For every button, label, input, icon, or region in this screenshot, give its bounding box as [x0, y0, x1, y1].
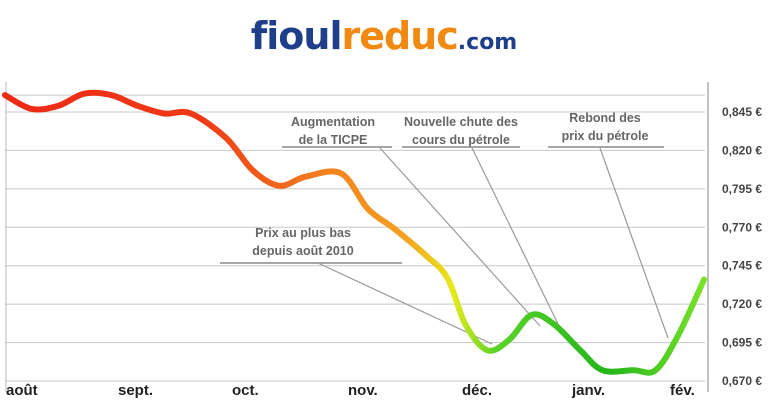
x-tick-label: déc. — [462, 382, 492, 399]
grid — [5, 94, 705, 382]
annotation-text: de la TICPE — [299, 133, 368, 147]
annotation-text: Nouvelle chute des — [404, 115, 518, 129]
x-tick-labels: août sept. oct. nov. déc. janv. fév. — [6, 382, 695, 399]
x-tick-label: sept. — [118, 382, 153, 399]
annotation-text: prix du pétrole — [562, 129, 649, 143]
x-tick-label: janv. — [571, 382, 605, 399]
x-tick-label: oct. — [232, 382, 259, 399]
annotation-pointer — [379, 147, 541, 327]
x-tick-label: août — [6, 382, 38, 399]
annotation-pointer — [471, 147, 561, 329]
fioulreduc-logo: fioulreduc.com — [0, 14, 768, 74]
x-tick-label: nov. — [348, 382, 378, 399]
annotation-text: Augmentation — [291, 115, 375, 129]
y-tick-label: 0,820 € — [722, 143, 762, 157]
y-tick-label: 0,695 € — [722, 336, 762, 350]
y-tick-label: 0,745 € — [722, 259, 762, 273]
logo-reduc: reduc — [341, 14, 459, 58]
annotation-text: Prix au plus bas — [255, 226, 351, 240]
annotation-text: Rebond des — [569, 111, 641, 125]
annotation-text: depuis août 2010 — [252, 244, 353, 258]
y-tick-label: 0,720 € — [722, 297, 762, 311]
y-tick-labels: 0,670 € 0,695 € 0,720 € 0,745 € 0,770 € 0,795… — [722, 105, 762, 388]
y-tick-label: 0,770 € — [722, 220, 762, 234]
y-tick-label: 0,845 € — [722, 105, 762, 119]
y-tick-label: 0,670 € — [722, 374, 762, 388]
price-line — [2, 89, 708, 376]
annotation-pointer — [317, 262, 493, 345]
y-tick-label: 0,795 € — [722, 182, 762, 196]
series-layer — [2, 89, 708, 376]
axes — [5, 82, 709, 392]
annotation-text: cours du pétrole — [412, 133, 510, 147]
logo-dotcom: .com — [457, 30, 518, 55]
x-tick-label: fév. — [670, 382, 695, 399]
logo-fioul: fioul — [250, 14, 343, 58]
annotation-pointer — [599, 147, 669, 339]
annotations: Augmentation de la TICPE Nouvelle chute de… — [220, 111, 669, 345]
